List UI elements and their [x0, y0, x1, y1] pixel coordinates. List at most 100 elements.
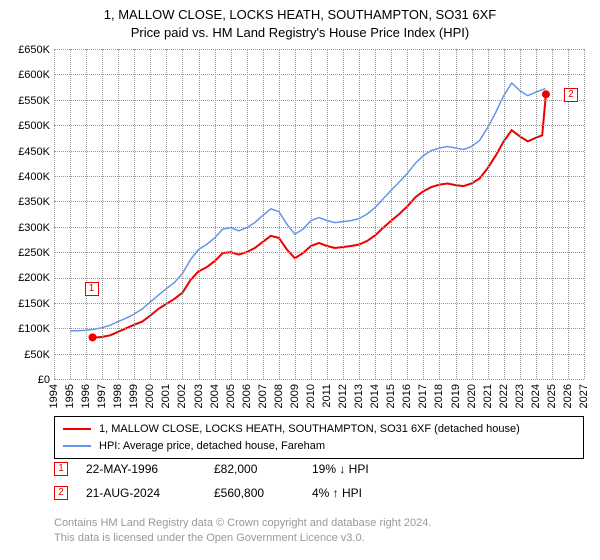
marker-dot [542, 90, 550, 98]
y-axis-label: £450K [0, 146, 50, 158]
x-axis-label: 2018 [433, 384, 445, 408]
x-axis-label: 2006 [241, 384, 253, 408]
gridline-vertical [375, 49, 376, 379]
y-axis-label: £650K [0, 44, 50, 56]
gridline-vertical [327, 49, 328, 379]
x-axis-label: 2025 [546, 384, 558, 408]
transaction-row: 2 21-AUG-2024 £560,800 4% ↑ HPI [54, 486, 584, 500]
gridline-vertical [439, 49, 440, 379]
x-axis-label: 2007 [257, 384, 269, 408]
x-axis-label: 2012 [337, 384, 349, 408]
gridline-vertical [279, 49, 280, 379]
gridline-vertical [102, 49, 103, 379]
x-axis-label: 2003 [193, 384, 205, 408]
gridline-vertical [488, 49, 489, 379]
x-axis-label: 2008 [273, 384, 285, 408]
gridline-vertical [231, 49, 232, 379]
gridline-vertical [584, 49, 585, 379]
y-axis-label: £150K [0, 298, 50, 310]
gridline-vertical [391, 49, 392, 379]
y-axis-label: £350K [0, 196, 50, 208]
transaction-date: 22-MAY-1996 [86, 462, 196, 476]
x-axis-label: 2000 [144, 384, 156, 408]
gridline-vertical [504, 49, 505, 379]
gridline-vertical [86, 49, 87, 379]
gridline-vertical [215, 49, 216, 379]
gridline-vertical [199, 49, 200, 379]
y-axis-label: £250K [0, 247, 50, 259]
x-axis-label: 2019 [450, 384, 462, 408]
y-axis-label: £600K [0, 69, 50, 81]
y-axis-label: £300K [0, 222, 50, 234]
y-axis-label: £50K [0, 349, 50, 361]
gridline-vertical [536, 49, 537, 379]
gridline-vertical [166, 49, 167, 379]
gridline-vertical [70, 49, 71, 379]
legend: 1, MALLOW CLOSE, LOCKS HEATH, SOUTHAMPTO… [54, 416, 584, 459]
gridline-vertical [263, 49, 264, 379]
footer-line-2: This data is licensed under the Open Gov… [54, 531, 584, 546]
title-line-2: Price paid vs. HM Land Registry's House … [0, 24, 600, 42]
chart-title: 1, MALLOW CLOSE, LOCKS HEATH, SOUTHAMPTO… [0, 0, 600, 41]
legend-label: 1, MALLOW CLOSE, LOCKS HEATH, SOUTHAMPTO… [99, 421, 520, 438]
y-axis-label: £400K [0, 171, 50, 183]
gridline-vertical [150, 49, 151, 379]
plot-area: 12 [54, 49, 584, 379]
marker-badge: 2 [54, 486, 68, 500]
legend-item: HPI: Average price, detached house, Fare… [63, 438, 575, 455]
x-axis-label: 2020 [466, 384, 478, 408]
gridline-vertical [472, 49, 473, 379]
series-line-hpi [70, 83, 545, 331]
chart-area: 12 [0, 41, 600, 411]
marker-badge: 2 [564, 88, 578, 102]
footer: Contains HM Land Registry data © Crown c… [54, 516, 584, 546]
x-axis-label: 2022 [498, 384, 510, 408]
gridline-vertical [552, 49, 553, 379]
title-line-1: 1, MALLOW CLOSE, LOCKS HEATH, SOUTHAMPTO… [0, 6, 600, 24]
x-axis-label: 2001 [160, 384, 172, 408]
gridline-vertical [134, 49, 135, 379]
gridline-vertical [54, 49, 55, 379]
y-axis-label: £500K [0, 120, 50, 132]
legend-item: 1, MALLOW CLOSE, LOCKS HEATH, SOUTHAMPTO… [63, 421, 575, 438]
x-axis-label: 2005 [225, 384, 237, 408]
x-axis-label: 2004 [209, 384, 221, 408]
x-axis-label: 2015 [385, 384, 397, 408]
x-axis-label: 2013 [353, 384, 365, 408]
x-axis-label: 1994 [48, 384, 60, 408]
x-axis-label: 2027 [578, 384, 590, 408]
gridline-vertical [118, 49, 119, 379]
legend-swatch [63, 428, 91, 430]
gridline-vertical [343, 49, 344, 379]
gridline-vertical [520, 49, 521, 379]
x-axis-label: 1996 [80, 384, 92, 408]
x-axis-label: 2024 [530, 384, 542, 408]
gridline-vertical [407, 49, 408, 379]
transaction-price: £82,000 [214, 462, 294, 476]
gridline-vertical [456, 49, 457, 379]
x-axis-label: 2016 [401, 384, 413, 408]
gridline-vertical [182, 49, 183, 379]
x-axis-label: 2014 [369, 384, 381, 408]
series-line-property [93, 94, 546, 337]
gridline-vertical [311, 49, 312, 379]
legend-swatch [63, 445, 91, 447]
chart-container: 1, MALLOW CLOSE, LOCKS HEATH, SOUTHAMPTO… [0, 0, 600, 560]
marker-dot [89, 333, 97, 341]
legend-label: HPI: Average price, detached house, Fare… [99, 438, 325, 455]
gridline-vertical [247, 49, 248, 379]
transaction-row: 1 22-MAY-1996 £82,000 19% ↓ HPI [54, 462, 584, 476]
x-axis-label: 2009 [289, 384, 301, 408]
y-axis-label: £550K [0, 95, 50, 107]
y-axis-label: £0 [0, 374, 50, 386]
transaction-date: 21-AUG-2024 [86, 486, 196, 500]
marker-badge: 1 [85, 282, 99, 296]
gridline-vertical [359, 49, 360, 379]
x-axis-label: 2021 [482, 384, 494, 408]
footer-line-1: Contains HM Land Registry data © Crown c… [54, 516, 584, 531]
x-axis-label: 1995 [64, 384, 76, 408]
y-axis-label: £100K [0, 323, 50, 335]
gridline-vertical [295, 49, 296, 379]
y-axis-label: £200K [0, 272, 50, 284]
x-axis-label: 2002 [176, 384, 188, 408]
